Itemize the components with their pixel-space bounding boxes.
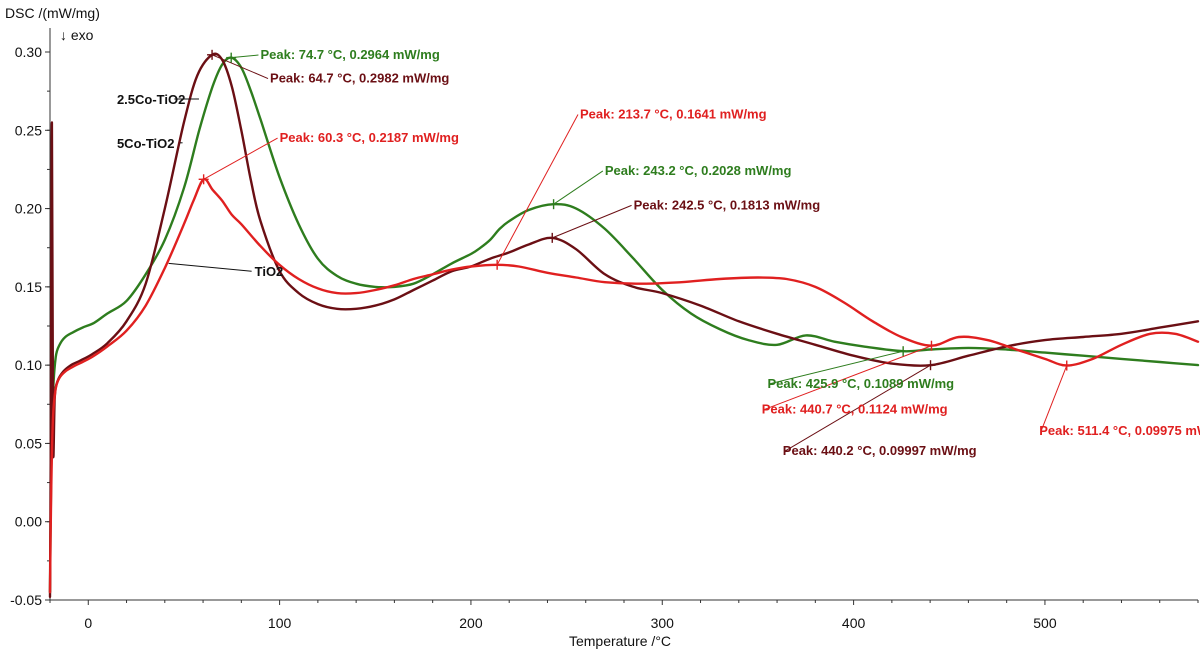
x-tick-label: 100 [268, 615, 292, 631]
series-label-pointer [168, 262, 252, 272]
series-labels: 2.5Co-TiO2 5Co-TiO2 TiO2 [117, 92, 283, 279]
peak-label: Peak: 60.3 °C, 0.2187 mW/mg [280, 130, 459, 145]
peak-label: Peak: 64.7 °C, 0.2982 mW/mg [270, 71, 449, 86]
axes: -0.05 0.00 0.05 0.10 0.15 0.20 0.25 0.30 0 100 200… [10, 28, 1199, 631]
peak-leader-line [552, 204, 632, 239]
peak-markers [198, 49, 1072, 371]
peak-leader-line [553, 170, 604, 205]
peak-leader-line [763, 345, 932, 411]
peak-leader-line [203, 137, 278, 180]
x-tick-label: 200 [459, 615, 483, 631]
peak-label: Peak: 213.7 °C, 0.1641 mW/mg [580, 107, 767, 122]
x-tick-label: 500 [1033, 615, 1057, 631]
y-tick-label: 0.00 [15, 514, 42, 530]
series-label: 5Co-TiO2 [117, 136, 175, 151]
peak-leader-line [769, 350, 904, 385]
y-axis-title: DSC /(mW/mg) [5, 5, 100, 21]
y-tick-label: 0.15 [15, 279, 42, 295]
x-tick-label: 400 [842, 615, 866, 631]
x-tick-label: 300 [651, 615, 675, 631]
y-tick-label: 0.05 [15, 435, 42, 451]
peak-label: Peak: 74.7 °C, 0.2964 mW/mg [260, 47, 439, 62]
series-line-5co-tio2 [48, 56, 1200, 594]
y-tick-label: -0.05 [10, 592, 42, 608]
series-label: TiO2 [255, 264, 284, 279]
peak-label: Peak: 440.2 °C, 0.09997 mW/mg [783, 443, 977, 458]
peak-label: Peak: 425.9 °C, 0.1089 mW/mg [768, 376, 955, 391]
peak-label: Peak: 243.2 °C, 0.2028 mW/mg [605, 163, 792, 178]
y-tick-label: 0.20 [15, 201, 42, 217]
curves [48, 52, 1200, 599]
peak-label: Peak: 242.5 °C, 0.1813 mW/mg [634, 197, 821, 212]
y-tick-label: 0.25 [15, 122, 42, 138]
y-tick-label: 0.10 [15, 357, 42, 373]
peak-labels: Peak: 74.7 °C, 0.2964 mW/mg Peak: 64.7 °C… [260, 47, 1200, 458]
series-line-2-5co-tio2 [48, 52, 1200, 599]
peak-leader-line [211, 54, 269, 79]
peak-label: Peak: 440.7 °C, 0.1124 mW/mg [762, 402, 948, 417]
peak-leader-line [496, 114, 579, 266]
series-line-tio2 [48, 177, 1200, 594]
x-axis-title: Temperature /°C [569, 633, 671, 649]
peak-label: Peak: 511.4 °C, 0.09975 mW/mg [1039, 423, 1200, 438]
peak-leader-line [1040, 365, 1068, 431]
x-tick-label: 0 [84, 615, 92, 631]
y-tick-label: 0.30 [15, 44, 42, 60]
y-axis-exo-note: ↓ exo [60, 27, 94, 43]
peak-leader-lines [203, 54, 1068, 452]
peak-leader-line [784, 364, 931, 452]
series-label: 2.5Co-TiO2 [117, 92, 185, 107]
